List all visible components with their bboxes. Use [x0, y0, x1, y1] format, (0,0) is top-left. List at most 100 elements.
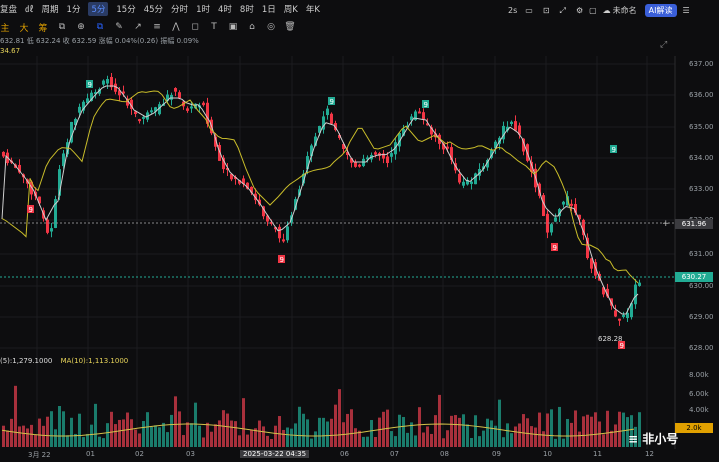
period-1h[interactable]: 1时 — [196, 5, 210, 15]
volume-bar — [494, 425, 497, 447]
settings-icon[interactable]: ⚙ — [575, 6, 584, 15]
pencil-icon[interactable]: ✎ — [115, 22, 123, 32]
volume-bar — [462, 414, 465, 447]
refresh-interval[interactable]: 2s — [508, 6, 518, 15]
period-45m[interactable]: 45分 — [143, 5, 164, 15]
trend-line-icon[interactable]: ↗ — [134, 22, 142, 32]
fullscreen-icon[interactable]: ⊡ — [542, 6, 550, 15]
volume-bar — [558, 406, 561, 447]
chart-type-button[interactable]: ㎗ — [25, 5, 34, 15]
price-tick: 637.00 — [689, 60, 714, 68]
volume-bar — [262, 426, 265, 447]
volume-bar — [526, 418, 529, 447]
volume-bar — [310, 438, 313, 447]
volume-bar — [166, 432, 169, 447]
period-1m[interactable]: 1分 — [66, 5, 81, 15]
volume-bar — [454, 415, 457, 447]
volume-bar — [218, 420, 221, 447]
volume-bar — [466, 424, 469, 447]
volume-bar — [510, 433, 513, 447]
volume-bar — [394, 436, 397, 447]
volume-bar — [630, 415, 633, 447]
delete-icon[interactable]: 🗑 — [284, 22, 296, 32]
fib-icon[interactable]: ≡ — [153, 22, 161, 32]
shape-icon[interactable]: ◻ — [191, 22, 199, 32]
volume-bar — [170, 414, 173, 447]
toolbar-label-chips[interactable]: 筹 — [38, 23, 48, 34]
volume-bar — [426, 426, 429, 447]
td-nine-label: 9 — [424, 101, 428, 109]
volume-bar — [6, 430, 9, 447]
period-1d[interactable]: 1日 — [261, 5, 276, 15]
price-tick: 631.00 — [689, 250, 714, 258]
period-5m[interactable]: 5分 — [88, 2, 109, 16]
volume-bar — [334, 404, 337, 447]
toolbar-label-main[interactable]: 主 — [0, 23, 10, 34]
time-tick: 07 — [390, 450, 399, 458]
volume-bar — [410, 422, 413, 447]
volume-tag: 2.0k — [675, 423, 713, 433]
volume-bar — [318, 417, 321, 447]
volume-bar — [490, 420, 493, 447]
period-15m[interactable]: 15分 — [116, 5, 136, 15]
volume-bar — [438, 394, 441, 447]
top-toolbar: 复盘 ㎗ 周期 1分 5分 15分 45分 分时 1时 4时 8时 1日 周K … — [0, 0, 719, 18]
layout-name[interactable]: 未命名 — [612, 6, 637, 15]
volume-bar — [102, 438, 105, 447]
indicator-toolbar: 主 大 筹 ⧉ ⊕ ⧉ ✎ ↗ ≡ ⋀ ◻ T ▣ ⌂ ◎ 🗑 — [0, 18, 719, 36]
period-label[interactable]: 周期 — [41, 5, 59, 15]
volume-bar — [406, 432, 409, 447]
add-alert-icon[interactable]: + — [662, 219, 670, 229]
volume-bar — [26, 428, 29, 447]
volume-ma5: (5):1,279.1000 — [0, 357, 53, 365]
volume-bar — [358, 430, 361, 447]
period-8h[interactable]: 8时 — [239, 5, 254, 15]
td-nine-markers: 9 9 9 9 9 9 9 9 — [27, 80, 625, 350]
time-axis[interactable]: 3月 22 01 02 03 2025-03-22 04:35 06 07 08… — [0, 449, 675, 462]
copy-icon[interactable]: ⧉ — [96, 22, 104, 32]
lock-icon[interactable]: ⌂ — [249, 22, 255, 32]
camera-icon[interactable]: ▭ — [525, 6, 533, 15]
layout-icon[interactable]: ▢ — [589, 6, 597, 15]
volume-bar — [162, 422, 165, 447]
td-nine-label: 9 — [612, 146, 616, 154]
toolbar-label-big[interactable]: 大 — [19, 23, 29, 34]
volume-bar — [242, 398, 245, 447]
pattern-icon[interactable]: ⋀ — [172, 22, 180, 32]
volume-bar — [42, 425, 45, 447]
volume-bar — [174, 396, 177, 447]
volume-bar — [566, 418, 569, 447]
volume-bar — [570, 422, 573, 447]
cloud-icon[interactable]: ☁ — [602, 6, 611, 15]
period-4h[interactable]: 4时 — [217, 5, 232, 15]
visibility-icon[interactable]: ◎ — [267, 22, 275, 32]
volume-bar — [66, 435, 69, 447]
period-year[interactable]: 年K — [305, 5, 320, 15]
volume-bar — [290, 428, 293, 447]
period-timeshare[interactable]: 分时 — [171, 5, 189, 15]
expand-icon[interactable]: ⤢ — [559, 5, 566, 15]
indicator-icon[interactable]: ⧉ — [58, 22, 66, 32]
volume-bar — [46, 416, 49, 447]
volume-bar — [18, 426, 21, 447]
volume-bar — [186, 422, 189, 447]
price-tick: 630.00 — [689, 282, 714, 290]
volume-bar — [614, 424, 617, 447]
td-nine-badge — [27, 205, 34, 213]
chart-settings-icon[interactable]: ⤢ — [660, 40, 668, 50]
volume-bar — [446, 430, 449, 447]
ai-analysis-button[interactable]: AI解读 — [644, 4, 677, 17]
volume-bar — [114, 424, 117, 447]
volume-bar — [286, 427, 289, 447]
image-icon[interactable]: ▣ — [228, 22, 238, 32]
compare-icon[interactable]: ⊕ — [77, 22, 85, 32]
replay-button[interactable]: 复盘 — [0, 5, 18, 15]
volume-bar — [330, 418, 333, 447]
price-tick: 633.00 — [689, 185, 714, 193]
menu-icon[interactable]: ☰ — [682, 6, 690, 15]
price-tick: 635.00 — [689, 123, 714, 131]
text-icon[interactable]: T — [211, 22, 217, 32]
period-week[interactable]: 周K — [283, 5, 298, 15]
volume-bar — [250, 429, 253, 447]
